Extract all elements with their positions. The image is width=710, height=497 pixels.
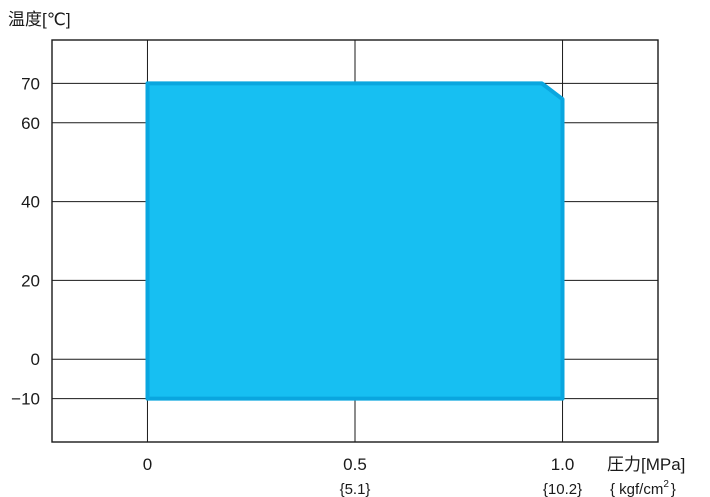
y-tick-label: 70 <box>21 74 40 93</box>
y-tick-label: −10 <box>11 390 40 409</box>
x-tick-labels: 0 0.5 {5.1} 1.0 {10.2} <box>143 455 582 497</box>
x-axis-unit-text: { kgf/cm <box>610 481 663 497</box>
y-tick-label: 40 <box>21 193 40 212</box>
x-tick-label: 0.5 <box>343 455 367 474</box>
x-tick-sublabel: {10.2} <box>543 481 582 497</box>
y-tick-label: 20 <box>21 271 40 290</box>
x-tick-sublabel: {5.1} <box>340 481 371 497</box>
x-axis-title: 圧力[MPa] <box>607 455 685 474</box>
x-axis-unit-close: } <box>671 481 676 497</box>
y-tick-label: 0 <box>31 350 40 369</box>
operating-range-layer <box>145 81 565 401</box>
x-tick-label: 1.0 <box>551 455 575 474</box>
x-tick-label: 0 <box>143 455 152 474</box>
y-tick-label: 60 <box>21 114 40 133</box>
x-axis-unit-superscript: 2 <box>663 479 669 490</box>
y-tick-labels: −10 0 20 40 60 70 <box>11 74 40 408</box>
operating-range-area <box>145 81 565 401</box>
x-axis-unit-kgf: { kgf/cm2} <box>610 479 676 497</box>
plot-frame <box>51 39 659 443</box>
y-axis-title: 温度[℃] <box>8 10 71 29</box>
